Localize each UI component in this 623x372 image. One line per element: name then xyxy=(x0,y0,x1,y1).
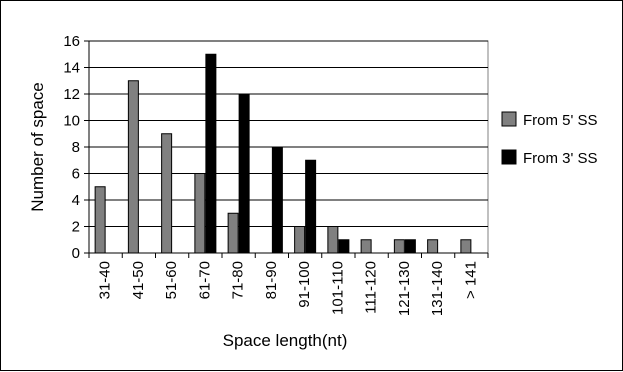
y-tick-label: 16 xyxy=(63,33,80,50)
bar-from-5-ss xyxy=(393,239,405,254)
y-tick-label: 12 xyxy=(63,86,80,103)
bar-from-3-ss xyxy=(238,93,250,254)
x-tick-label: 81-90 xyxy=(263,261,280,299)
x-tick-label: 121-130 xyxy=(396,261,413,316)
bar-from-3-ss xyxy=(404,239,416,254)
x-tick-label: 101-110 xyxy=(329,261,346,315)
y-tick-label: 4 xyxy=(72,192,80,209)
bar-from-3-ss xyxy=(338,239,350,254)
x-tick-label: 71-80 xyxy=(230,261,247,299)
x-tick-label: 31-40 xyxy=(97,261,114,299)
x-tick-label: 51-60 xyxy=(163,261,180,299)
x-tick-label: 61-70 xyxy=(196,261,213,299)
bar-from-5-ss xyxy=(427,239,439,254)
x-tick-label: 41-50 xyxy=(130,261,147,299)
legend-label: From 3' SS xyxy=(523,150,598,167)
bar-from-5-ss xyxy=(294,226,306,254)
bar-from-5-ss xyxy=(227,212,239,254)
bar-from-5-ss xyxy=(327,226,339,254)
legend-label: From 5' SS xyxy=(523,112,598,129)
bar-from-5-ss xyxy=(94,186,106,254)
x-tick-label: 111-120 xyxy=(363,261,380,314)
bar-from-5-ss xyxy=(127,80,139,254)
y-tick-label: 10 xyxy=(63,113,80,130)
bar-from-5-ss xyxy=(360,239,372,254)
bar-from-3-ss xyxy=(271,146,283,254)
y-axis: 0 2 4 6 8 10 12 14 16 xyxy=(63,33,90,262)
bar-from-3-ss xyxy=(305,159,317,254)
legend-swatch xyxy=(501,149,517,165)
x-axis-title: Space length(nt) xyxy=(223,331,348,350)
x-tick-label: 131-140 xyxy=(429,261,446,316)
y-tick-label: 14 xyxy=(63,60,80,77)
y-tick-label: 6 xyxy=(72,166,80,183)
bar-from-5-ss xyxy=(194,173,206,254)
legend: From 5' SS From 3' SS xyxy=(501,111,598,167)
bar-from-5-ss xyxy=(161,133,173,254)
x-axis: 31-40 41-50 51-60 61-70 71-80 81-90 91-100 101-… xyxy=(88,252,489,316)
x-tick-label: > 141 xyxy=(462,261,479,299)
y-tick-label: 2 xyxy=(72,219,80,236)
y-tick-label: 0 xyxy=(72,245,80,262)
y-axis-title: Number of space xyxy=(28,82,47,211)
legend-swatch xyxy=(501,111,517,127)
plot-area xyxy=(88,40,489,254)
bar-from-3-ss xyxy=(205,53,217,254)
y-tick-label: 8 xyxy=(72,139,80,156)
x-tick-label: 91-100 xyxy=(296,261,313,308)
bar-from-5-ss xyxy=(460,239,472,254)
